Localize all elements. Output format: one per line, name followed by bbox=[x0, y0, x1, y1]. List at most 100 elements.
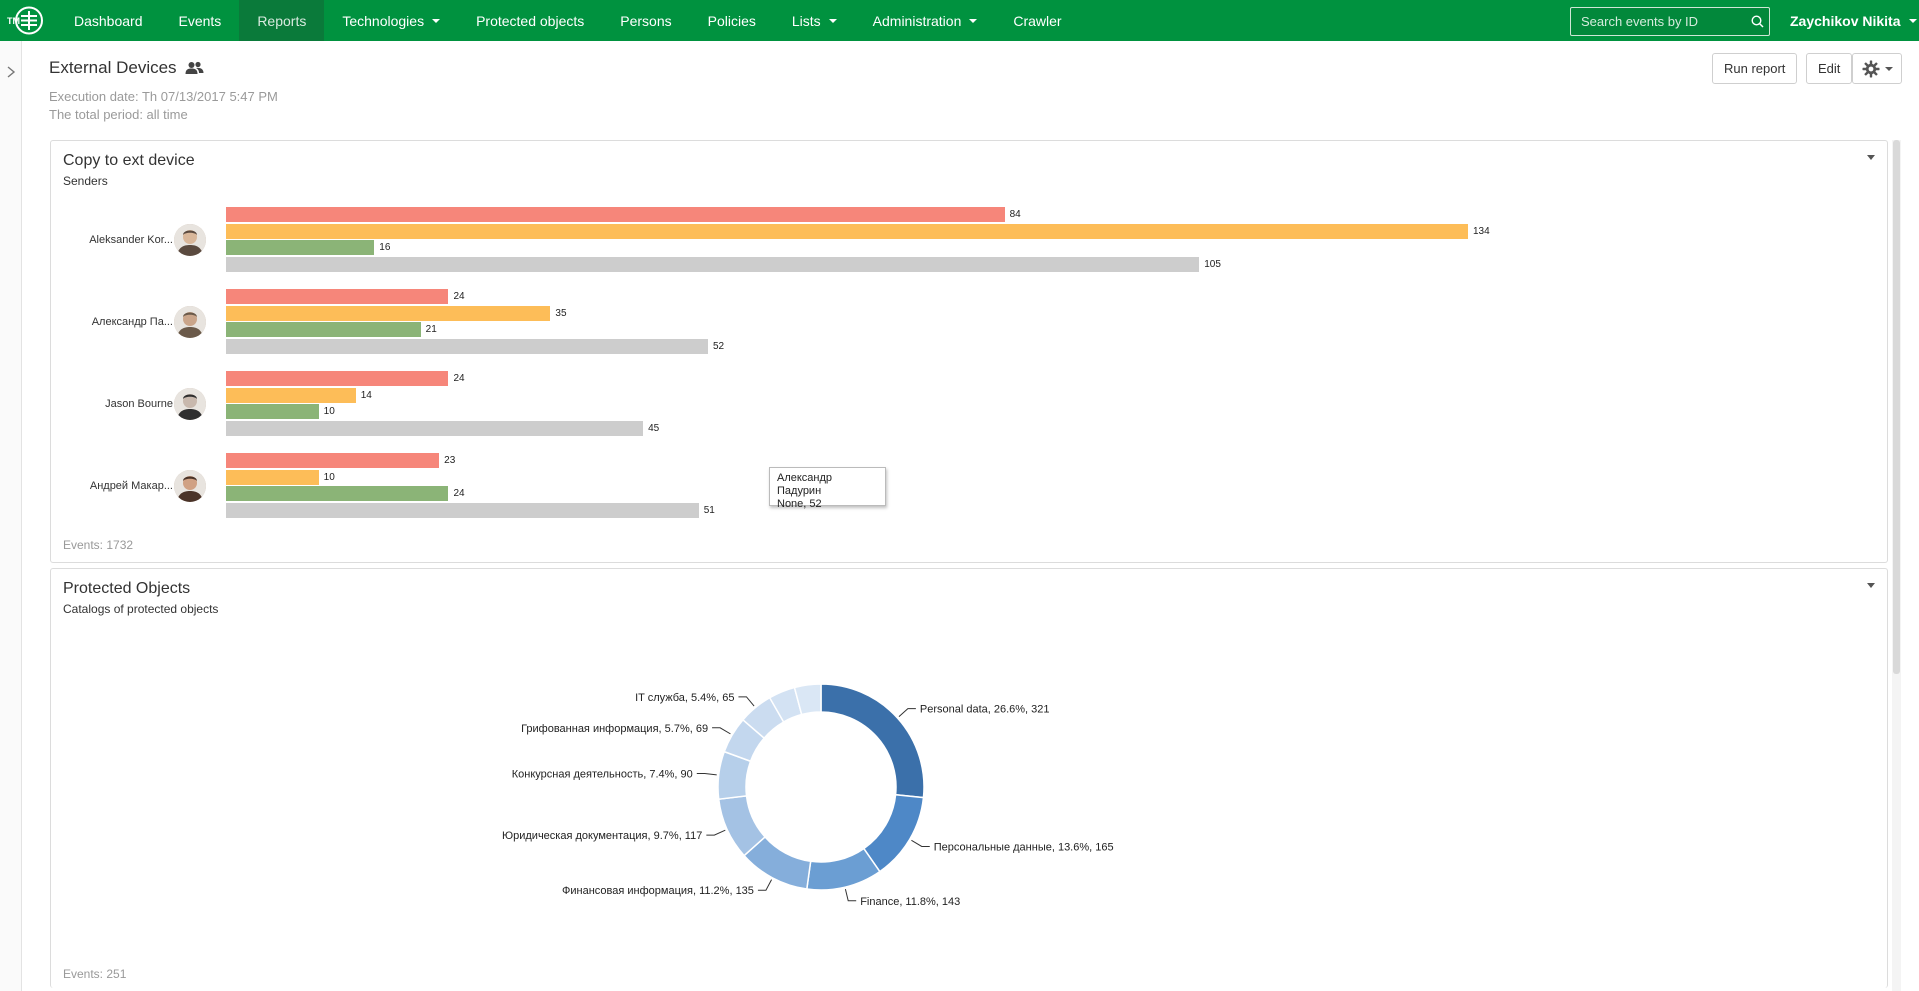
gear-icon bbox=[1862, 60, 1879, 77]
sender-name: Jason Bourne bbox=[105, 398, 173, 410]
slice-label: Юридическая документация, 9.7%, 117 bbox=[502, 830, 702, 842]
widget-title: Protected Objects bbox=[63, 580, 191, 597]
nav-item-label: Technologies bbox=[342, 12, 425, 29]
bar-value-label: 24 bbox=[453, 291, 465, 302]
tooltip-name: Александр Падурин bbox=[777, 472, 833, 497]
bar-value-label: 10 bbox=[323, 471, 335, 483]
bar[interactable] bbox=[226, 453, 440, 468]
bar[interactable] bbox=[226, 421, 644, 437]
chevron-down-icon bbox=[1884, 66, 1893, 71]
edit-button[interactable]: Edit bbox=[1806, 53, 1853, 84]
execution-date: Execution date: Th 07/13/2017 5:47 PM bbox=[49, 89, 278, 104]
app-logo[interactable]: TM bbox=[0, 0, 52, 41]
slice-label: Personal data, 26.6%, 321 bbox=[920, 704, 1050, 716]
people-icon bbox=[185, 61, 204, 74]
scrollbar-thumb[interactable] bbox=[1893, 140, 1900, 674]
bar[interactable] bbox=[226, 257, 1200, 273]
bar-value-label: 24 bbox=[453, 373, 465, 384]
avatar[interactable] bbox=[174, 388, 206, 420]
slice-leader-line bbox=[706, 829, 726, 836]
bar[interactable] bbox=[226, 371, 449, 386]
bar[interactable] bbox=[226, 305, 551, 321]
page-title: External Devices bbox=[49, 58, 204, 78]
slice-label: Finance, 11.8%, 143 bbox=[860, 896, 960, 908]
top-navbar: TM Dashboard Events Reports Technologies Pro… bbox=[0, 0, 1919, 41]
slice-leader-line bbox=[738, 696, 755, 707]
copy-to-ext-device-widget: Copy to ext device Senders Aleksander Ko… bbox=[50, 140, 1888, 563]
nav-item-label: Events bbox=[178, 12, 222, 29]
slice-label: IT служба, 5.4%, 65 bbox=[635, 692, 734, 704]
slice-leader-line bbox=[844, 889, 857, 902]
slice-label: Финансовая информация, 11.2%, 135 bbox=[562, 885, 754, 897]
avatar[interactable] bbox=[174, 470, 206, 502]
widget-subtitle: Senders bbox=[63, 174, 108, 188]
user-name: Zaychikov Nikita bbox=[1790, 12, 1901, 29]
slice-leader-line bbox=[712, 727, 731, 735]
bar-value-label: 24 bbox=[453, 488, 465, 500]
bar-value-label: 105 bbox=[1204, 259, 1221, 271]
nav-item-dashboard[interactable]: Dashboard bbox=[56, 0, 161, 41]
bar-value-label: 51 bbox=[703, 505, 715, 517]
bar[interactable] bbox=[226, 469, 319, 485]
widget-menu-caret-icon[interactable] bbox=[1867, 155, 1875, 160]
sender-name: Андрей Макар... bbox=[89, 480, 173, 492]
nav-item-label: Persons bbox=[620, 12, 672, 29]
nav-item-reports[interactable]: Reports bbox=[239, 0, 325, 41]
nav-item-events[interactable]: Events bbox=[161, 0, 240, 41]
avatar[interactable] bbox=[174, 224, 206, 256]
nav-item-label: Administration bbox=[872, 12, 962, 29]
nav-item-label: Protected objects bbox=[476, 12, 585, 29]
nav-item-administration[interactable]: Administration bbox=[855, 0, 996, 41]
bar[interactable] bbox=[226, 289, 449, 304]
bar-value-label: 35 bbox=[555, 307, 567, 319]
nav-item-lists[interactable]: Lists bbox=[774, 0, 855, 41]
nav-item-policies[interactable]: Policies bbox=[690, 0, 774, 41]
bar[interactable] bbox=[226, 404, 319, 420]
slice-label: Грифованная информация, 5.7%, 69 bbox=[521, 723, 708, 735]
bar[interactable] bbox=[226, 207, 1005, 222]
bar-value-label: 16 bbox=[379, 242, 391, 254]
bar[interactable] bbox=[226, 322, 421, 338]
bar-value-label: 52 bbox=[712, 341, 725, 353]
bar[interactable] bbox=[226, 387, 356, 403]
bar-value-label: 45 bbox=[648, 423, 660, 435]
bar-value-label: 134 bbox=[1473, 225, 1490, 237]
bar-value-label: 21 bbox=[425, 324, 437, 336]
settings-button[interactable] bbox=[1852, 53, 1902, 84]
nav-item-persons[interactable]: Persons bbox=[602, 0, 689, 41]
donut-slice[interactable] bbox=[862, 793, 925, 873]
run-report-button[interactable]: Run report bbox=[1712, 53, 1798, 84]
nav-item-label: Policies bbox=[707, 12, 756, 29]
bar[interactable] bbox=[226, 339, 708, 355]
search-icon[interactable] bbox=[1745, 8, 1769, 35]
logo-text: TM bbox=[7, 16, 20, 26]
slice-label: Персональные данные, 13.6%, 165 bbox=[934, 841, 1114, 853]
events-count: Events: 1732 bbox=[63, 538, 134, 552]
events-count: Events: 251 bbox=[63, 967, 127, 981]
donut-slice[interactable] bbox=[820, 683, 925, 799]
widget-title: Copy to ext device bbox=[63, 152, 195, 169]
bar[interactable] bbox=[226, 240, 375, 256]
nav-item-technologies[interactable]: Technologies bbox=[324, 0, 458, 41]
bar-value-label: 84 bbox=[1009, 209, 1021, 220]
user-menu[interactable]: Zaychikov Nikita bbox=[1790, 0, 1917, 41]
slice-label: Конкурсная деятельность, 7.4%, 90 bbox=[512, 768, 693, 780]
nav-item-protected-objects[interactable]: Protected objects bbox=[458, 0, 602, 41]
bar[interactable] bbox=[226, 223, 1468, 239]
bar[interactable] bbox=[226, 486, 449, 502]
page-title-text: External Devices bbox=[49, 58, 177, 77]
chevron-down-icon bbox=[828, 18, 837, 23]
bar[interactable] bbox=[226, 503, 699, 519]
donut-slice[interactable] bbox=[793, 683, 822, 716]
nav-item-label: Crawler bbox=[1013, 12, 1062, 29]
sender-name: Aleksander Kor... bbox=[89, 234, 173, 246]
donut-slice[interactable] bbox=[805, 847, 881, 891]
avatar[interactable] bbox=[174, 306, 206, 338]
chevron-right-icon[interactable] bbox=[5, 65, 17, 79]
nav-item-crawler[interactable]: Crawler bbox=[995, 0, 1079, 41]
chevron-down-icon bbox=[1908, 18, 1917, 23]
slice-leader-line bbox=[898, 708, 916, 718]
widget-menu-caret-icon[interactable] bbox=[1867, 583, 1875, 588]
search-events-input[interactable] bbox=[1571, 13, 1745, 30]
sender-name: Александр Па... bbox=[91, 316, 173, 328]
